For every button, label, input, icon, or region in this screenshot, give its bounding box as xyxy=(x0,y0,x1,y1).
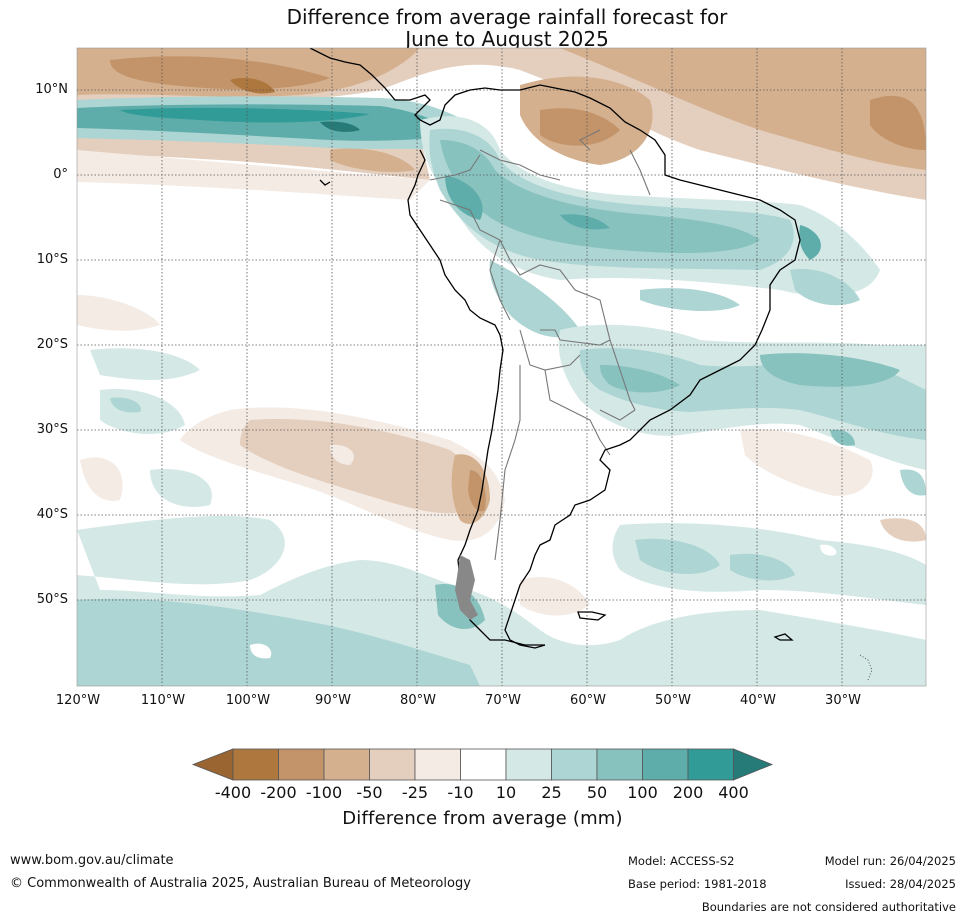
colorbar-swatch xyxy=(551,748,598,781)
lon-label-40w: 40°W xyxy=(740,693,776,708)
lon-label-80w: 80°W xyxy=(400,693,436,708)
boundaries-disclaimer: Boundaries are not considered authoritat… xyxy=(701,900,956,914)
lon-label-120w: 120°W xyxy=(55,693,101,708)
colorbar-swatch xyxy=(414,748,461,781)
colorbar-label: 400 xyxy=(718,783,749,802)
colorbar-label: 25 xyxy=(541,783,562,802)
lat-label-50s: 50°S xyxy=(36,592,68,607)
model-name: Model: ACCESS-S2 xyxy=(628,854,735,868)
colorbar-title: Difference from average (mm) xyxy=(342,808,623,829)
lon-label-30w: 30°W xyxy=(825,693,861,708)
colorbar-swatch xyxy=(323,748,370,781)
lat-label-30s: 30°S xyxy=(36,422,68,437)
colorbar-swatch xyxy=(596,748,643,781)
colorbar-swatch xyxy=(278,748,325,781)
colorbar-swatch xyxy=(642,748,689,781)
map-title-line2: June to August 2025 xyxy=(405,27,609,51)
copyright-text: © Commonwealth of Australia 2025, Austra… xyxy=(10,876,471,891)
lon-label-50w: 50°W xyxy=(655,693,691,708)
issued-date: Issued: 28/04/2025 xyxy=(845,877,956,891)
map-frame xyxy=(76,47,927,687)
colorbar-label: 200 xyxy=(672,783,704,802)
lon-label-100w: 100°W xyxy=(225,693,271,708)
model-run-date: Model run: 26/04/2025 xyxy=(824,854,956,868)
colorbar-label: -400 xyxy=(214,783,252,802)
colorbar-label: -25 xyxy=(401,783,429,802)
colorbar-label: 10 xyxy=(495,783,517,802)
colorbar xyxy=(191,748,774,781)
colorbar-swatch xyxy=(369,748,416,781)
lon-label-110w: 110°W xyxy=(140,693,186,708)
lat-label-10n: 10°N xyxy=(35,82,68,97)
colorbar-label: -200 xyxy=(260,783,297,802)
country-borders xyxy=(429,129,651,561)
lon-label-90w: 90°W xyxy=(315,693,351,708)
lon-label-60w: 60°W xyxy=(570,693,606,708)
lat-label-20s: 20°S xyxy=(36,337,68,352)
colorbar-label: -50 xyxy=(356,783,383,802)
colorbar-swatch xyxy=(460,748,507,781)
rainfall-anomaly-shading xyxy=(77,48,926,686)
lat-label-10s: 10°S xyxy=(36,252,68,267)
colorbar-extend-low xyxy=(191,748,234,781)
website-link[interactable]: www.bom.gov.au/climate xyxy=(10,853,174,868)
lat-label-40s: 40°S xyxy=(36,507,68,522)
colorbar-label: 100 xyxy=(627,783,658,802)
lat-label-0: 0° xyxy=(53,167,68,182)
lon-label-70w: 70°W xyxy=(485,693,521,708)
patagonia-islands xyxy=(455,555,478,620)
colorbar-label: -10 xyxy=(447,783,474,802)
colorbar-swatch xyxy=(687,748,734,781)
colorbar-swatch xyxy=(505,748,552,781)
colorbar-extend-high xyxy=(733,748,774,781)
colorbar-label: -100 xyxy=(305,783,343,802)
colorbar-label: 50 xyxy=(586,783,608,802)
colorbar-swatch xyxy=(232,748,279,781)
map-title-line1: Difference from average rainfall forecas… xyxy=(286,5,728,29)
base-period: Base period: 1981-2018 xyxy=(628,877,767,891)
